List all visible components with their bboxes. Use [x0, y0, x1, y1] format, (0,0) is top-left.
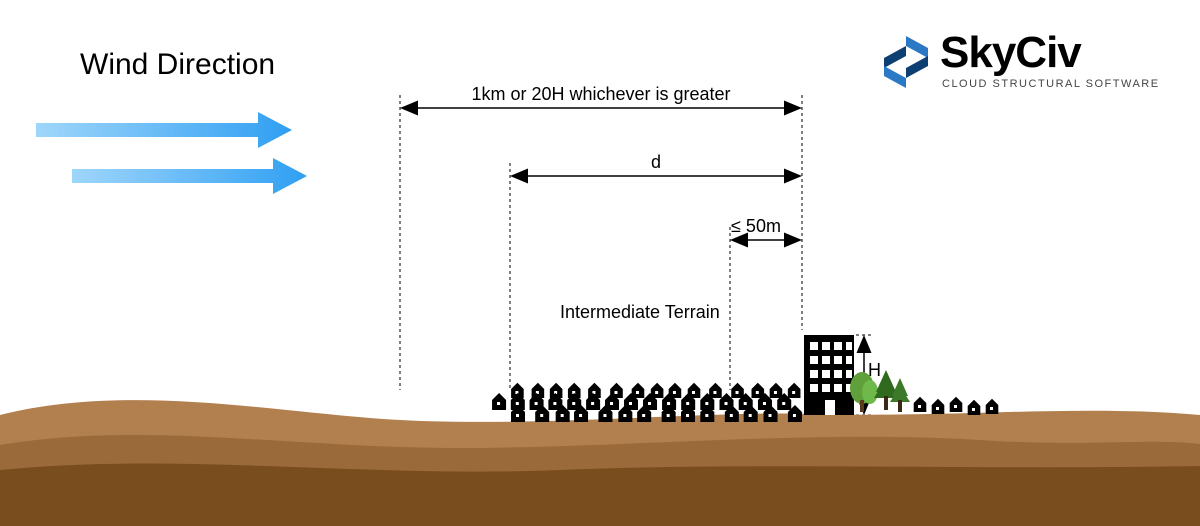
- dimension-lines: [403, 108, 864, 412]
- extension-lines: [400, 95, 872, 415]
- trees-group: [850, 370, 910, 412]
- wind-arrows: [36, 112, 307, 194]
- diagram-stage: SkyCiv CLOUD STRUCTURAL SOFTWARE Wind Di…: [0, 0, 1200, 526]
- diagram-svg: [0, 0, 1200, 526]
- tall-building: [804, 335, 854, 415]
